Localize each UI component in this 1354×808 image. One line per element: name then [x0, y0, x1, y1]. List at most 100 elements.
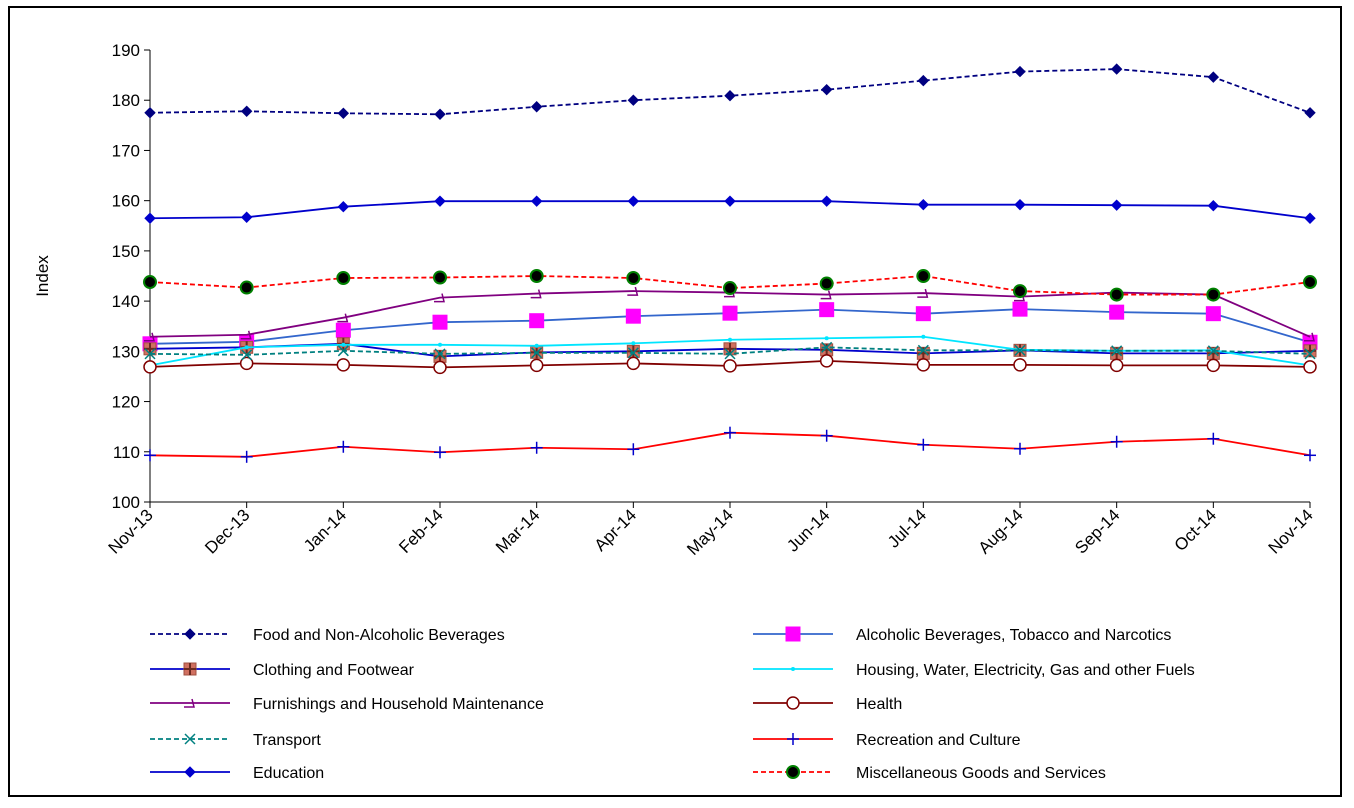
data-point — [244, 345, 249, 350]
data-point — [1110, 435, 1123, 448]
data-point — [722, 305, 738, 321]
data-point — [1303, 275, 1317, 290]
x-tick-label: May-14 — [683, 505, 737, 559]
y-tick-label: 150 — [112, 242, 140, 261]
data-point — [143, 360, 157, 374]
data-point — [240, 330, 252, 340]
data-point — [1109, 287, 1124, 302]
chart-frame — [8, 6, 1342, 797]
data-point — [819, 354, 834, 368]
data-point — [529, 269, 544, 283]
data-point — [1304, 107, 1316, 119]
data-point — [184, 698, 195, 708]
legend-label: Housing, Water, Electricity, Gas and oth… — [856, 662, 1195, 679]
data-point — [631, 341, 636, 346]
data-point — [626, 271, 641, 286]
data-point — [434, 446, 446, 459]
data-point — [434, 348, 446, 360]
data-point — [432, 314, 448, 330]
data-point — [336, 271, 351, 286]
x-tick-label: Jul-14 — [884, 505, 930, 551]
series-7 — [144, 426, 1316, 463]
data-point — [724, 426, 736, 439]
y-tick-label: 160 — [112, 192, 140, 211]
legend-item: Clothing and Footwear — [150, 662, 415, 679]
data-point — [786, 765, 800, 779]
data-point — [1014, 198, 1026, 211]
data-point — [530, 101, 543, 113]
y-tick-label: 120 — [112, 393, 140, 412]
data-point — [1206, 358, 1221, 373]
data-point — [184, 766, 196, 778]
x-tick-label: Nov-14 — [1265, 505, 1317, 557]
x-tick-label: Aug-14 — [975, 505, 1027, 557]
data-point — [434, 293, 445, 303]
data-point — [917, 288, 929, 298]
data-point — [627, 443, 640, 456]
data-point — [1014, 65, 1026, 78]
data-point — [917, 198, 930, 211]
data-point — [531, 347, 543, 359]
data-point — [1207, 345, 1219, 357]
data-point — [144, 332, 155, 342]
data-point — [240, 105, 253, 117]
legend-label: Health — [856, 696, 902, 713]
y-axis-title: Index — [33, 255, 52, 297]
x-tick-label: Jun-14 — [783, 505, 833, 555]
y-tick-label: 110 — [113, 443, 140, 462]
data-point — [1109, 358, 1124, 373]
data-point — [335, 322, 351, 338]
data-point — [724, 195, 736, 207]
data-point — [723, 359, 737, 373]
x-tick-label: Dec-13 — [201, 505, 253, 557]
x-tick-label: Sep-14 — [1071, 505, 1123, 557]
data-point — [183, 662, 197, 676]
data-point — [820, 290, 832, 300]
x-tick-label: Nov-13 — [105, 505, 157, 557]
data-point — [1014, 344, 1026, 356]
data-point — [1207, 71, 1220, 83]
data-point — [1110, 63, 1123, 75]
data-point — [1207, 199, 1220, 212]
series-8 — [144, 195, 1316, 224]
data-point — [627, 94, 640, 106]
data-point — [144, 212, 156, 224]
data-point — [434, 108, 446, 120]
data-point — [1109, 304, 1125, 320]
series-0 — [144, 63, 1316, 120]
data-point — [184, 628, 196, 640]
data-point — [723, 281, 737, 296]
data-point — [917, 74, 930, 87]
data-point — [820, 195, 833, 207]
data-point — [820, 343, 834, 357]
data-point — [626, 356, 641, 371]
axes: 100 110 120 130 140 150 160 170 180 190 Nov-13 Dec-… — [33, 41, 1317, 559]
data-point — [627, 347, 639, 359]
data-point — [143, 275, 157, 290]
data-point — [144, 449, 156, 462]
data-point — [1013, 358, 1027, 372]
data-point — [724, 89, 736, 102]
series-1 — [142, 301, 1318, 352]
y-tick-label: 140 — [112, 292, 140, 311]
y-tick-label: 100 — [112, 493, 140, 512]
data-point — [787, 733, 799, 745]
data-point — [438, 342, 442, 347]
x-tick-label: Mar-14 — [492, 505, 544, 557]
legend-label: Transport — [253, 732, 321, 749]
data-point — [724, 348, 736, 360]
legend-label: Recreation and Culture — [856, 732, 1021, 749]
legend: Food and Non-Alcoholic Beverages Alcoholi… — [150, 626, 1195, 782]
y-tick-label: 170 — [112, 141, 140, 160]
x-tick-label: Feb-14 — [395, 505, 447, 557]
data-point — [1207, 432, 1220, 445]
legend-item: Housing, Water, Electricity, Gas and oth… — [753, 662, 1195, 679]
series-6 — [144, 341, 1316, 361]
data-point — [1110, 199, 1123, 211]
data-point — [1012, 301, 1028, 317]
data-point — [337, 313, 349, 323]
data-point — [144, 107, 156, 119]
data-point — [627, 286, 639, 296]
x-tick-label: Jan-14 — [300, 505, 350, 555]
data-point — [1303, 360, 1317, 374]
